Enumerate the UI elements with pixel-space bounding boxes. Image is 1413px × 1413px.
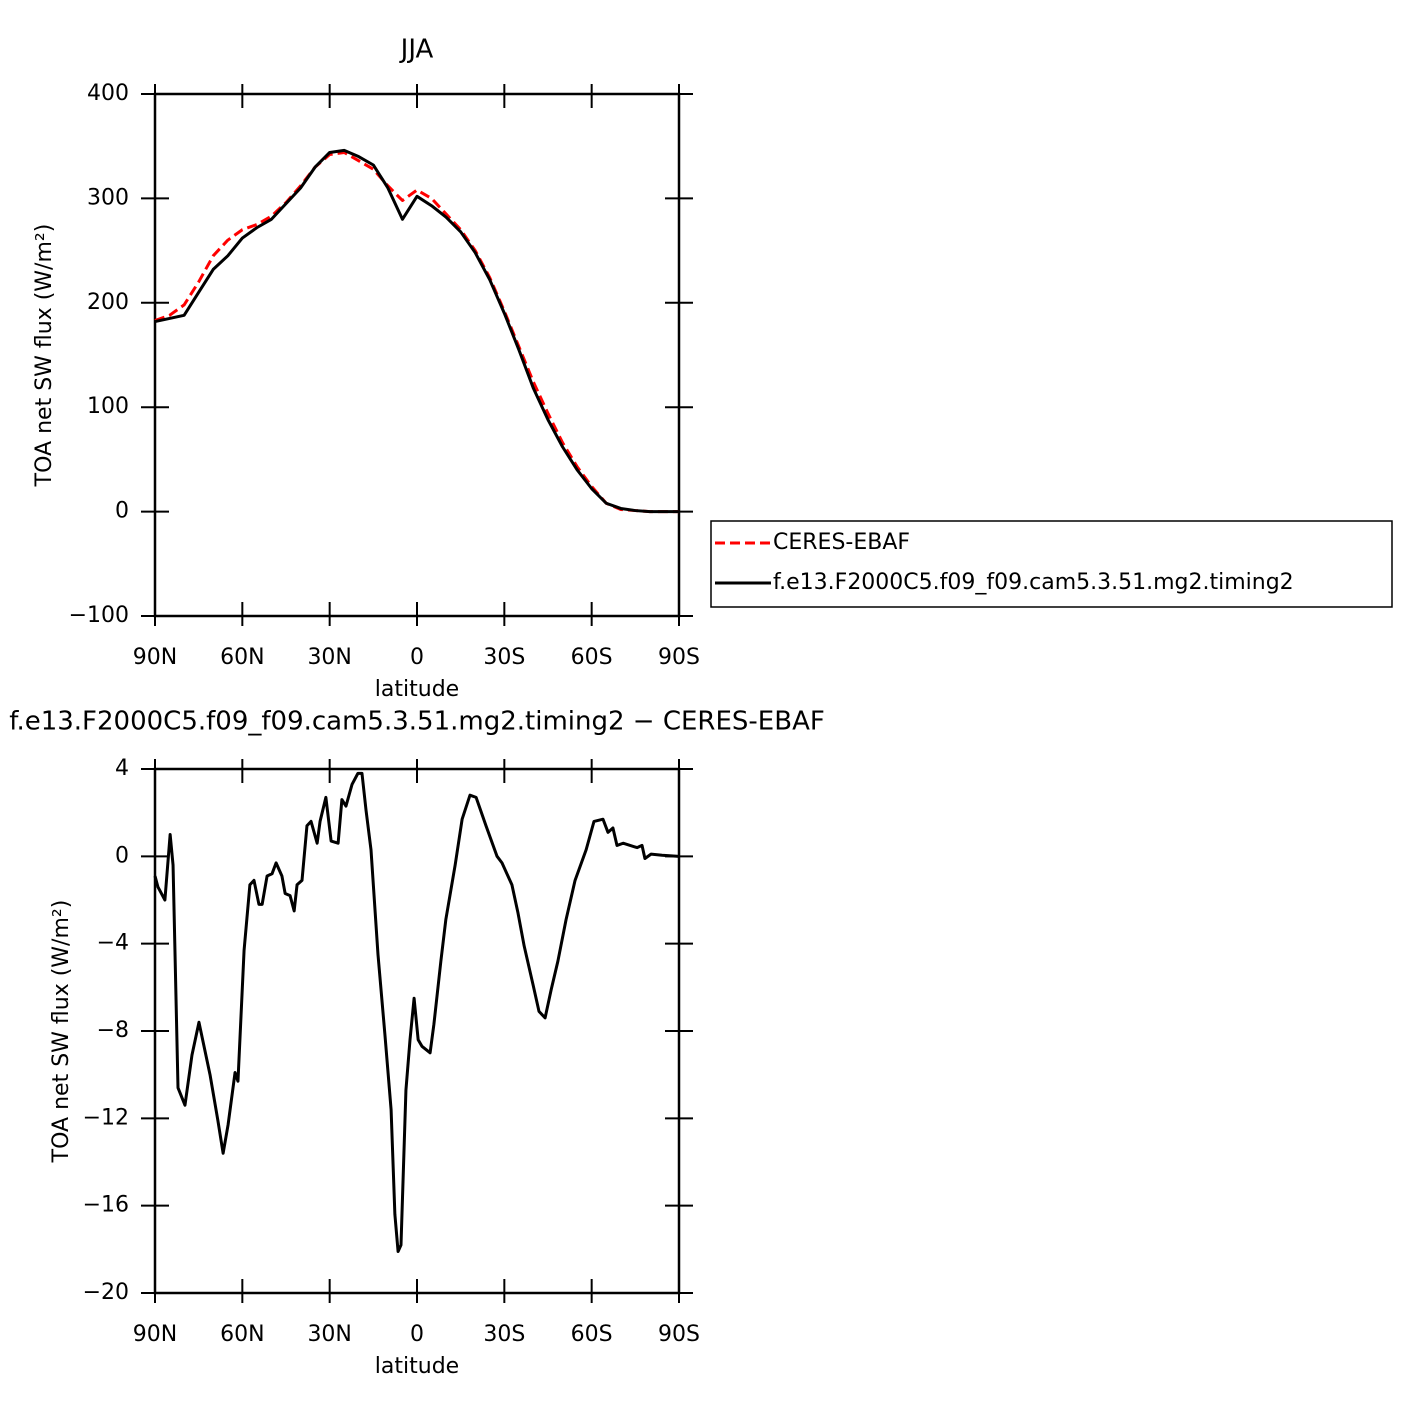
y-tick-label: 300 [87,185,129,210]
data-line [154,148,679,514]
y-tick-label: −100 [69,603,129,628]
x-tick-label: 30N [307,1322,351,1347]
y-tick-label: −20 [83,1280,129,1305]
y-tick-label: 400 [87,81,129,106]
y-axis-label: TOA net SW flux (W/m²) [49,900,74,1164]
y-tick-label: 4 [115,756,129,781]
legend-box [710,520,1393,608]
x-tick-label: 90S [658,645,700,670]
data-line [154,150,679,514]
y-tick-label: −8 [97,1018,129,1043]
chart-title: JJA [399,35,434,65]
x-tick-label: 60N [220,645,264,670]
x-tick-label: 30N [307,645,351,670]
x-tick-label: 60S [571,1322,613,1347]
x-tick-label: 0 [410,645,424,670]
y-axis-label: TOA net SW flux (W/m²) [32,224,57,488]
x-tick-label: 0 [410,1322,424,1347]
x-tick-label: 60N [220,1322,264,1347]
y-tick-label: −16 [83,1193,129,1218]
chart-title: f.e13.F2000C5.f09_f09.cam5.3.51.mg2.timi… [9,707,825,737]
legend-label: f.e13.F2000C5.f09_f09.cam5.3.51.mg2.timi… [773,570,1294,595]
x-axis-label: latitude [375,1354,459,1379]
data-line [153,771,680,1254]
plot-frame [153,92,681,618]
x-tick-label: 90N [133,1322,177,1347]
y-tick-label: 0 [115,843,129,868]
x-tick-label: 60S [571,645,613,670]
x-tick-label: 90N [133,645,177,670]
x-tick-label: 30S [483,1322,525,1347]
x-axis-label: latitude [375,677,459,702]
y-tick-label: 0 [115,499,129,524]
y-tick-label: −4 [97,931,129,956]
x-tick-label: 30S [483,645,525,670]
legend-label: CERES-EBAF [773,530,910,555]
x-tick-label: 90S [658,1322,700,1347]
y-tick-label: −12 [83,1105,129,1130]
plot-frame [153,767,681,1295]
y-tick-label: 100 [87,394,129,419]
y-tick-label: 200 [87,290,129,315]
